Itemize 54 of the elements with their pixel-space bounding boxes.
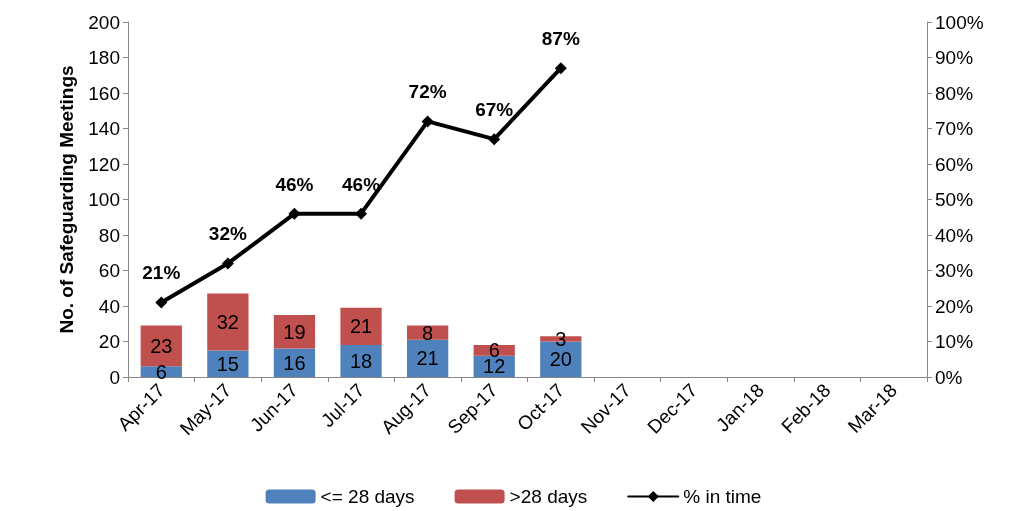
- bar: [340, 345, 382, 377]
- y-tick-label: 140: [88, 118, 120, 139]
- bar: [207, 350, 249, 377]
- data-label: 46%: [342, 173, 381, 195]
- point: [355, 207, 368, 220]
- data-label: 21%: [142, 262, 181, 284]
- y-tick-label: 120: [88, 153, 120, 175]
- y2-tick-label: 80%: [935, 82, 974, 104]
- y2-tick-label: 90%: [935, 47, 974, 68]
- y-tick-label: 80: [98, 224, 120, 246]
- data-label: 72%: [408, 81, 447, 103]
- y-tick-label: 180: [88, 47, 120, 68]
- data-label: 6: [155, 360, 167, 383]
- data-label: 32%: [208, 223, 247, 245]
- data-label: 87%: [541, 28, 580, 50]
- y2-tick-label: 0%: [935, 366, 963, 388]
- point: [221, 257, 234, 270]
- y2-tick-label: 40%: [935, 224, 974, 246]
- y-tick-label: 100: [88, 189, 120, 210]
- bar: [207, 293, 249, 351]
- y2-tick-label: 50%: [935, 189, 974, 210]
- data-label: 20: [549, 348, 572, 371]
- y-tick-label: 200: [88, 11, 120, 33]
- data-label: 18: [349, 350, 373, 373]
- data-label: 15: [216, 352, 239, 375]
- data-label: 46%: [275, 173, 314, 195]
- data-label: 8: [422, 321, 434, 344]
- data-label: 67%: [475, 99, 514, 121]
- data-label: 23: [150, 334, 173, 357]
- data-label: 21: [416, 347, 439, 370]
- data-label: 32: [216, 310, 239, 333]
- y-axis-title: No. of Safeguarding Meetings: [56, 65, 77, 334]
- y-tick-label: 160: [88, 82, 120, 104]
- y2-tick-label: 20%: [935, 295, 974, 317]
- data-label: 21: [349, 315, 373, 338]
- point: [488, 133, 501, 146]
- legend-label: >28 days: [509, 486, 588, 507]
- y2-tick-label: 70%: [935, 118, 974, 139]
- y-tick-label: 40: [98, 295, 120, 317]
- y-tick-label: 60: [98, 260, 120, 281]
- y2-tick-label: 30%: [935, 260, 974, 281]
- bar: [340, 307, 382, 346]
- data-label: 16: [283, 351, 306, 374]
- y2-tick-label: 10%: [935, 331, 974, 352]
- point: [554, 62, 567, 75]
- y-tick-label: 20: [98, 331, 120, 352]
- y2-tick-label: 100%: [935, 11, 984, 33]
- point: [421, 115, 434, 128]
- data-label: 19: [283, 320, 306, 343]
- legend-label: % in time: [683, 486, 762, 507]
- legend-label: <= 28 days: [320, 486, 415, 507]
- y2-tick-label: 60%: [935, 153, 974, 175]
- y-tick-label: 0: [109, 366, 120, 388]
- point: [155, 296, 168, 309]
